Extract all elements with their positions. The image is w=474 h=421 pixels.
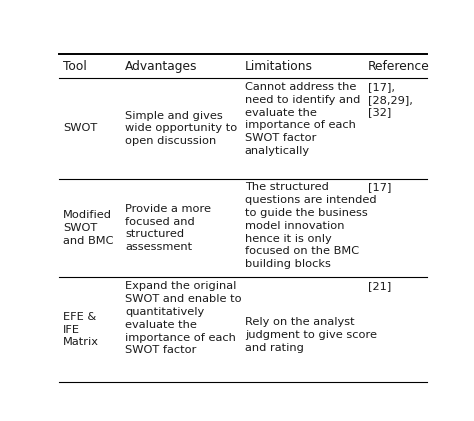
Text: Advantages: Advantages [125,60,198,73]
Text: Modified
SWOT
and BMC: Modified SWOT and BMC [63,210,113,246]
Text: SWOT: SWOT [63,123,97,133]
Text: [17],
[28,29],
[32]: [17], [28,29], [32] [368,82,413,117]
Text: The structured
questions are intended
to guide the business
model innovation
hen: The structured questions are intended to… [245,182,376,269]
Text: Limitations: Limitations [245,60,313,73]
Text: EFE &
IFE
Matrix: EFE & IFE Matrix [63,312,99,347]
Text: Tool: Tool [63,60,87,73]
Text: Cannot address the
need to identify and
evaluate the
importance of each
SWOT fac: Cannot address the need to identify and … [245,82,360,156]
Text: Simple and gives
wide opportunity to
open discussion: Simple and gives wide opportunity to ope… [125,111,237,146]
Text: Expand the original
SWOT and enable to
quantitatively
evaluate the
importance of: Expand the original SWOT and enable to q… [125,281,242,355]
Text: Rely on the analyst
judgment to give score
and rating: Rely on the analyst judgment to give sco… [245,317,377,353]
Text: Provide a more
focused and
structured
assessment: Provide a more focused and structured as… [125,204,211,252]
Text: [21]: [21] [368,281,391,291]
Text: [17]: [17] [368,182,391,192]
Text: Reference: Reference [368,60,429,73]
